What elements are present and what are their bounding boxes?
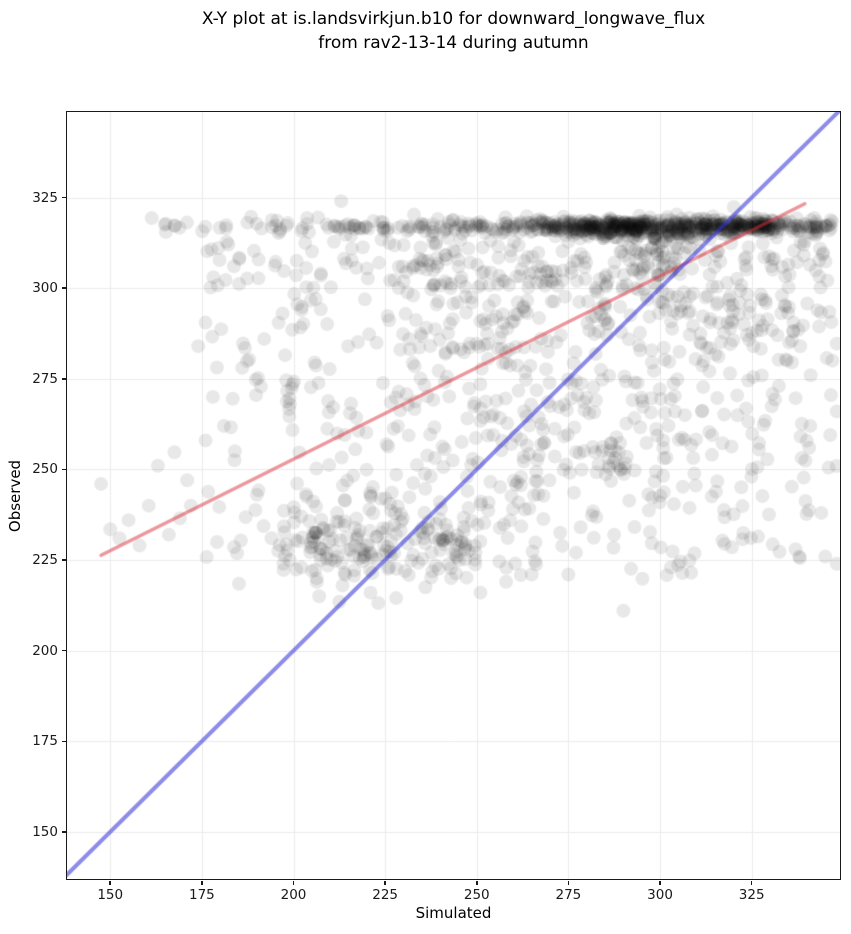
x-tick-label-175: 175: [188, 887, 215, 903]
x-tick-label-275: 275: [555, 887, 582, 903]
x-tick-label-150: 150: [97, 887, 124, 903]
x-tick-label-300: 300: [647, 887, 673, 903]
x-tick-mark-275: [567, 881, 570, 885]
x-tick-label-225: 225: [372, 887, 399, 903]
y-tick-label-325: 325: [32, 189, 58, 206]
x-tick-label-325: 325: [738, 887, 765, 903]
y-tick-mark-175: [61, 740, 66, 742]
x-tick-label-200: 200: [280, 887, 307, 903]
x-tick-mark-250: [476, 881, 478, 885]
y-tick-mark-200: [61, 649, 66, 652]
y-tick-label-175: 175: [32, 733, 58, 750]
chart-title-line1: X-Y plot at is.landsvirkjun.b10 for down…: [201, 9, 706, 29]
chart-title-line2: from rav2-13-14 during autumn: [318, 33, 589, 53]
x-tick-mark-200: [292, 881, 295, 885]
plot-canvas: [67, 112, 840, 879]
x-tick-mark-150: [109, 881, 111, 885]
x-tick-mark-325: [750, 881, 753, 885]
y-tick-label-275: 275: [32, 370, 58, 387]
plot-area: [66, 111, 841, 880]
y-tick-mark-250: [61, 468, 66, 471]
chart-title: X-Y plot at is.landsvirkjun.b10 for down…: [66, 7, 841, 55]
y-tick-label-225: 225: [32, 552, 58, 569]
y-tick-mark-325: [61, 196, 66, 199]
y-tick-label-200: 200: [32, 642, 58, 659]
y-tick-mark-150: [61, 831, 66, 833]
x-tick-mark-175: [201, 881, 203, 885]
y-tick-mark-225: [61, 559, 66, 561]
y-tick-mark-300: [61, 287, 66, 289]
x-tick-label-250: 250: [463, 887, 490, 903]
y-tick-mark-275: [61, 378, 66, 380]
x-axis-label: Simulated: [415, 904, 492, 922]
y-tick-label-150: 150: [32, 823, 58, 840]
x-tick-mark-225: [384, 881, 386, 885]
y-tick-label-300: 300: [32, 280, 58, 297]
x-tick-mark-300: [659, 881, 661, 885]
y-tick-label-250: 250: [32, 461, 58, 478]
y-axis-label: Observed: [6, 459, 24, 533]
